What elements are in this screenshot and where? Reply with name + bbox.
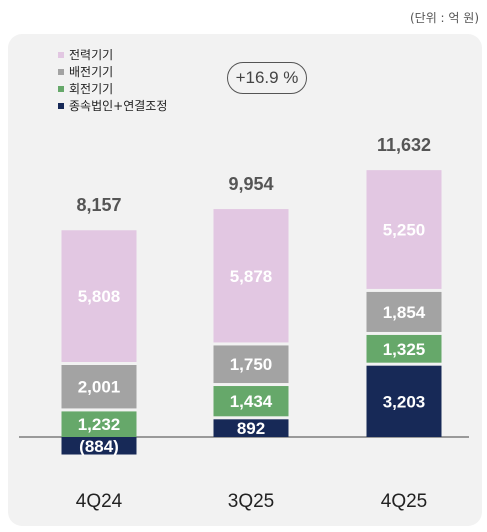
legend-swatch-subsidiaries xyxy=(58,102,64,109)
total-label-4Q25: 11,632 xyxy=(377,135,431,155)
bar-segment-subsidiaries-4Q25 xyxy=(366,365,442,437)
legend-item-distribution: 배전기기 xyxy=(58,63,167,80)
category-label-4Q24: 4Q24 xyxy=(76,491,123,512)
bar-segment-power-4Q25 xyxy=(366,170,442,289)
growth-badge: +16.9 % xyxy=(227,62,307,94)
bar-segment-rotating-4Q25 xyxy=(366,334,442,363)
data-label-power-4Q25: 5,250 xyxy=(383,221,426,240)
bar-segment-subsidiaries-4Q24 xyxy=(61,437,137,455)
total-label-4Q24: 8,157 xyxy=(76,195,121,215)
data-label-distribution-3Q25: 1,750 xyxy=(230,355,273,374)
data-label-subsidiaries-4Q25: 3,203 xyxy=(383,392,426,411)
bar-segment-distribution-4Q24 xyxy=(61,364,137,409)
legend-item-power: 전력기기 xyxy=(58,46,167,63)
data-label-power-3Q25: 5,878 xyxy=(230,267,273,286)
data-label-rotating-4Q25: 1,325 xyxy=(383,340,426,359)
legend-label-subsidiaries: 종속법인+연결조정 xyxy=(69,99,168,113)
legend-swatch-power xyxy=(58,51,64,58)
unit-note: (단위 : 억 원) xyxy=(409,11,479,25)
category-label-4Q25: 4Q25 xyxy=(381,491,427,512)
bar-segment-rotating-4Q24 xyxy=(61,411,137,437)
legend-label-distribution: 배전기기 xyxy=(69,65,114,79)
bar-segment-power-4Q24 xyxy=(61,230,137,362)
legend-swatch-rotating xyxy=(58,85,64,92)
data-label-distribution-4Q25: 1,854 xyxy=(383,303,426,322)
data-label-distribution-4Q24: 2,001 xyxy=(78,378,121,397)
data-label-subsidiaries-4Q24: (884) xyxy=(79,437,119,456)
data-label-subsidiaries-3Q25: 892 xyxy=(237,419,265,438)
legend-label-power: 전력기기 xyxy=(69,48,114,62)
data-label-power-4Q24: 5,808 xyxy=(78,287,121,306)
bar-segment-rotating-3Q25 xyxy=(213,386,289,417)
bar-segment-distribution-3Q25 xyxy=(213,345,289,384)
legend-item-subsidiaries: 종속법인+연결조정 xyxy=(58,97,167,114)
data-label-rotating-3Q25: 1,434 xyxy=(230,392,273,411)
legend-item-rotating: 회전기기 xyxy=(58,80,167,97)
total-label-3Q25: 9,954 xyxy=(228,174,273,194)
bar-segment-subsidiaries-3Q25 xyxy=(213,419,289,437)
category-label-3Q25: 3Q25 xyxy=(228,491,274,512)
data-label-rotating-4Q24: 1,232 xyxy=(78,415,121,434)
legend-label-rotating: 회전기기 xyxy=(69,82,114,96)
legend-swatch-distribution xyxy=(58,68,64,75)
legend: 전력기기 배전기기 회전기기 종속법인+연결조정 xyxy=(58,46,167,114)
bar-segment-distribution-4Q25 xyxy=(366,291,442,332)
bar-segment-power-3Q25 xyxy=(213,209,289,343)
